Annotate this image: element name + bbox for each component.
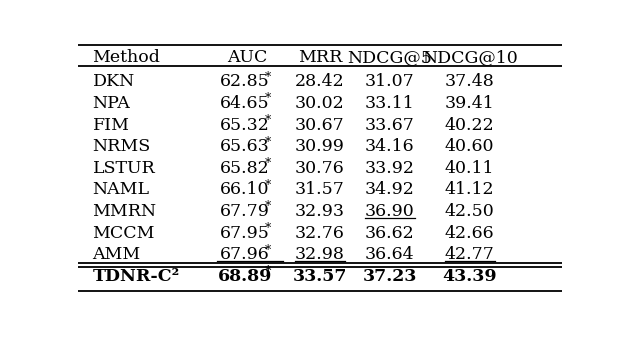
Text: 62.85: 62.85: [220, 73, 270, 90]
Text: 37.48: 37.48: [445, 73, 495, 90]
Text: *: *: [265, 244, 271, 256]
Text: 39.41: 39.41: [445, 95, 495, 112]
Text: TDNR-C²: TDNR-C²: [92, 268, 180, 285]
Text: 42.77: 42.77: [445, 246, 495, 263]
Text: NPA: NPA: [92, 95, 130, 112]
Text: *: *: [265, 157, 271, 170]
Text: 32.76: 32.76: [295, 224, 344, 241]
Text: AUC: AUC: [227, 49, 268, 66]
Text: DKN: DKN: [92, 73, 135, 90]
Text: *: *: [265, 200, 271, 213]
Text: Method: Method: [92, 49, 160, 66]
Text: 30.67: 30.67: [295, 117, 344, 133]
Text: 67.96: 67.96: [220, 246, 270, 263]
Text: 42.66: 42.66: [445, 224, 495, 241]
Text: 37.23: 37.23: [363, 268, 417, 285]
Text: 36.90: 36.90: [365, 203, 415, 220]
Text: *: *: [265, 179, 271, 192]
Text: 31.07: 31.07: [365, 73, 415, 90]
Text: 33.67: 33.67: [365, 117, 415, 133]
Text: 30.02: 30.02: [295, 95, 344, 112]
Text: 65.63: 65.63: [220, 138, 270, 155]
Text: AMM: AMM: [92, 246, 141, 263]
Text: 43.39: 43.39: [442, 268, 497, 285]
Text: 34.16: 34.16: [365, 138, 415, 155]
Text: 28.42: 28.42: [295, 73, 344, 90]
Text: LSTUR: LSTUR: [92, 160, 155, 177]
Text: 65.32: 65.32: [220, 117, 270, 133]
Text: 36.64: 36.64: [365, 246, 415, 263]
Text: *: *: [265, 136, 271, 149]
Text: 30.76: 30.76: [295, 160, 344, 177]
Text: 33.57: 33.57: [293, 268, 347, 285]
Text: 42.50: 42.50: [445, 203, 495, 220]
Text: MRR: MRR: [298, 49, 342, 66]
Text: *: *: [265, 71, 271, 84]
Text: FIM: FIM: [92, 117, 130, 133]
Text: 32.93: 32.93: [295, 203, 345, 220]
Text: NAML: NAML: [92, 181, 150, 198]
Text: 33.92: 33.92: [365, 160, 415, 177]
Text: 65.82: 65.82: [220, 160, 270, 177]
Text: 33.11: 33.11: [365, 95, 415, 112]
Text: 67.95: 67.95: [220, 224, 270, 241]
Text: *: *: [265, 114, 271, 127]
Text: 66.10: 66.10: [220, 181, 270, 198]
Text: 36.62: 36.62: [365, 224, 415, 241]
Text: NDCG@10: NDCG@10: [422, 49, 517, 66]
Text: 41.12: 41.12: [445, 181, 495, 198]
Text: 32.98: 32.98: [295, 246, 344, 263]
Text: 68.89: 68.89: [218, 268, 272, 285]
Text: 40.22: 40.22: [445, 117, 495, 133]
Text: 40.60: 40.60: [445, 138, 494, 155]
Text: *: *: [265, 265, 271, 278]
Text: NRMS: NRMS: [92, 138, 151, 155]
Text: 31.57: 31.57: [295, 181, 344, 198]
Text: 67.79: 67.79: [220, 203, 270, 220]
Text: 40.11: 40.11: [445, 160, 494, 177]
Text: 34.92: 34.92: [365, 181, 415, 198]
Text: 30.99: 30.99: [295, 138, 344, 155]
Text: MCCM: MCCM: [92, 224, 155, 241]
Text: MMRN: MMRN: [92, 203, 157, 220]
Text: *: *: [265, 222, 271, 235]
Text: *: *: [265, 92, 271, 105]
Text: NDCG@5: NDCG@5: [348, 49, 432, 66]
Text: 64.65: 64.65: [220, 95, 270, 112]
